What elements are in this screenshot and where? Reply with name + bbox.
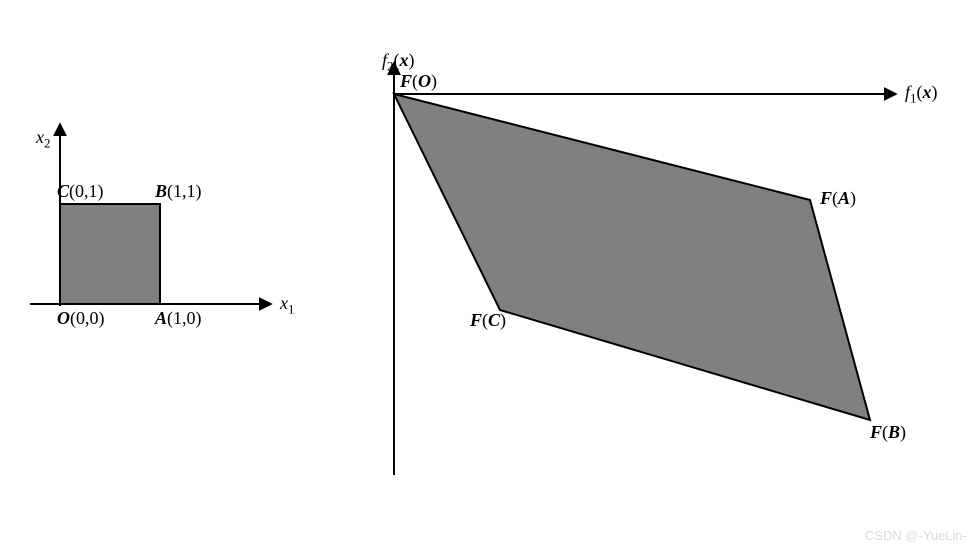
diagram-canvas	[0, 0, 977, 549]
point-label-O: O(0,0)	[57, 308, 105, 329]
axis-label-x2: x2	[36, 127, 50, 152]
point-label-B: B(1,1)	[155, 181, 202, 202]
vertex-label-FO: F(O)	[400, 71, 437, 92]
left-square	[60, 204, 160, 304]
point-label-C: C(0,1)	[57, 181, 104, 202]
right-quadrilateral	[394, 94, 870, 420]
watermark-text: CSDN @-YueLin-	[865, 528, 967, 543]
axis-label-f1: f1(x)	[905, 82, 938, 107]
axis-label-x1: x1	[280, 293, 294, 318]
point-label-A: A(1,0)	[155, 308, 202, 329]
vertex-label-FB: F(B)	[870, 422, 906, 443]
vertex-label-FA: F(A)	[820, 188, 856, 209]
vertex-label-FC: F(C)	[470, 310, 506, 331]
